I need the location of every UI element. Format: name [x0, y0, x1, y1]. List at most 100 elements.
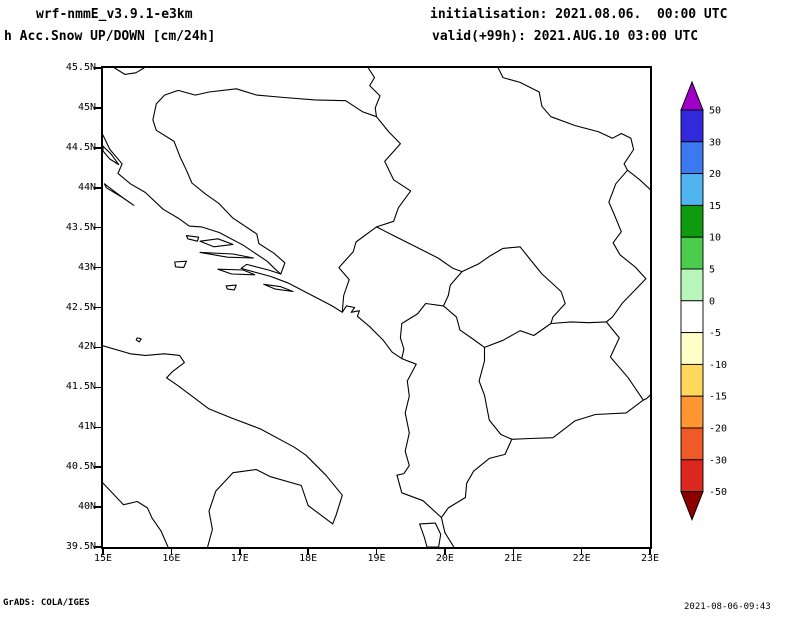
lat-tick-label: 43N: [77, 261, 96, 273]
lat-tick-label: 40.5N: [65, 461, 96, 473]
lat-tick-label: 40N: [77, 501, 96, 513]
colorbar-level-label: -20: [709, 424, 727, 435]
colorbar-level-label: 20: [709, 169, 721, 180]
map-canvas: [103, 68, 650, 547]
colorbar-level-label: -15: [709, 392, 727, 403]
colorbar-segment: [680, 268, 704, 302]
lon-tick-mark: [375, 549, 378, 555]
border-albania-greece: [440, 438, 513, 519]
lat-tick-mark: [94, 187, 101, 189]
border-bosnia-serbia: [375, 116, 412, 228]
colorbar-level-label: 5: [709, 265, 715, 276]
border-kosovo-albania: [442, 305, 486, 348]
border-bosnia-montenegro: [338, 226, 378, 313]
colorbar-segment: [680, 204, 704, 238]
island-korcula: [217, 268, 256, 276]
border-montenegro-albania: [399, 302, 445, 360]
colorbar-segment: [680, 236, 704, 270]
lon-tick-label: 21E: [504, 553, 523, 564]
colorbar-level-label: -10: [709, 360, 727, 371]
colorbar-arrow-down: [680, 491, 704, 521]
colorbar-segment: [680, 395, 704, 429]
border-croatia-serbia: [367, 68, 381, 118]
colorbar-level-label: 10: [709, 233, 721, 244]
colorbar-level-label: 30: [709, 137, 721, 148]
border-croatia-bosnia: [152, 88, 378, 275]
lon-tick-mark: [239, 549, 241, 555]
lat-tick-label: 45N: [77, 101, 96, 113]
border-slovenia-croatia: [114, 68, 145, 75]
valid-time: valid(+99h): 2021.AUG.10 03:00 UTC: [432, 29, 699, 44]
island-brac: [199, 238, 234, 248]
product-title: h Acc.Snow UP/DOWN [cm/24h]: [4, 29, 216, 44]
lat-tick-mark: [94, 306, 101, 309]
lat-tick-mark: [94, 147, 101, 149]
colorbar-segment: [680, 300, 704, 334]
border-montenegro-serbia: [375, 226, 463, 273]
model-title: wrf-nmmE_v3.9.1-e3km: [36, 7, 193, 22]
lon-tick-mark: [512, 549, 514, 555]
lon-tick-mark: [170, 549, 173, 555]
creation-timestamp: 2021-08-06-09:43: [684, 602, 771, 612]
colorbar-segment: [680, 173, 704, 206]
colorbar-level-label: -30: [709, 455, 727, 466]
lon-tick-label: 17E: [230, 553, 249, 564]
border-serbia-romania: [497, 68, 635, 171]
island-hvar: [199, 251, 254, 259]
lat-tick-label: 41N: [77, 421, 96, 433]
lat-tick-mark: [94, 426, 101, 428]
lon-tick-label: 16E: [162, 553, 181, 564]
border-kosovo-serbia: [461, 246, 566, 325]
lat-tick-mark: [94, 226, 101, 229]
border-serbia-bulgaria: [605, 169, 647, 323]
lon-tick-mark: [307, 549, 309, 555]
border-macedonia-greece: [511, 399, 644, 440]
lat-tick-mark: [94, 67, 101, 69]
lon-tick-label: 15E: [93, 553, 113, 564]
lat-tick-mark: [94, 466, 101, 468]
border-serbia-macedonia: [550, 321, 607, 325]
lat-tick-label: 43.5N: [65, 221, 96, 233]
lat-tick-label: 39.5N: [65, 541, 96, 552]
lat-tick-label: 44N: [77, 181, 96, 193]
lat-tick-mark: [94, 386, 101, 389]
grads-stamp: GrADS: COLA/IGES: [3, 598, 90, 608]
border-macedonia-bulgaria: [605, 321, 644, 401]
island-dugi-otok: [103, 183, 135, 206]
island-corfu: [419, 522, 442, 547]
lon-tick-mark: [580, 549, 583, 555]
coastline-italy-adriatic: [103, 345, 343, 547]
colorbar-level-label: 15: [709, 201, 721, 212]
lat-tick-label: 44.5N: [65, 141, 96, 153]
lat-tick-label: 42N: [77, 341, 96, 353]
colorbar-segment: [680, 459, 704, 493]
island-mljet: [263, 283, 294, 293]
lat-tick-mark: [94, 546, 101, 548]
colorbar-segment: [680, 109, 704, 143]
border-romania-bulgaria: [626, 169, 650, 190]
coastline-italy-tyrrhenian: [103, 482, 169, 547]
island-vis: [174, 260, 187, 269]
colorbar-segment: [680, 363, 704, 397]
coastline-balkan: [103, 134, 455, 547]
lat-tick-mark: [94, 506, 101, 508]
lon-tick-label: 18E: [299, 553, 318, 564]
border-montenegro-kosovo: [442, 271, 463, 307]
lon-tick-mark: [444, 549, 446, 555]
colorbar-arrow-up: [680, 80, 704, 111]
initialisation-time: initialisation: 2021.08.06. 00:00 UTC: [430, 7, 728, 22]
lat-tick-mark: [94, 266, 101, 269]
island-solta: [185, 235, 200, 242]
colorbar-segment: [680, 141, 704, 175]
lon-tick-label: 20E: [435, 553, 454, 564]
colorbar-level-label: 50: [709, 106, 721, 117]
lat-tick-mark: [94, 107, 101, 109]
lat-tick-label: 42.5N: [65, 301, 96, 313]
island-pag: [103, 145, 120, 166]
lat-tick-mark: [94, 346, 101, 349]
colorbar-level-label: -50: [709, 487, 727, 498]
border-kosovo-macedonia: [483, 322, 552, 348]
border-bulgaria-greece: [642, 394, 650, 401]
